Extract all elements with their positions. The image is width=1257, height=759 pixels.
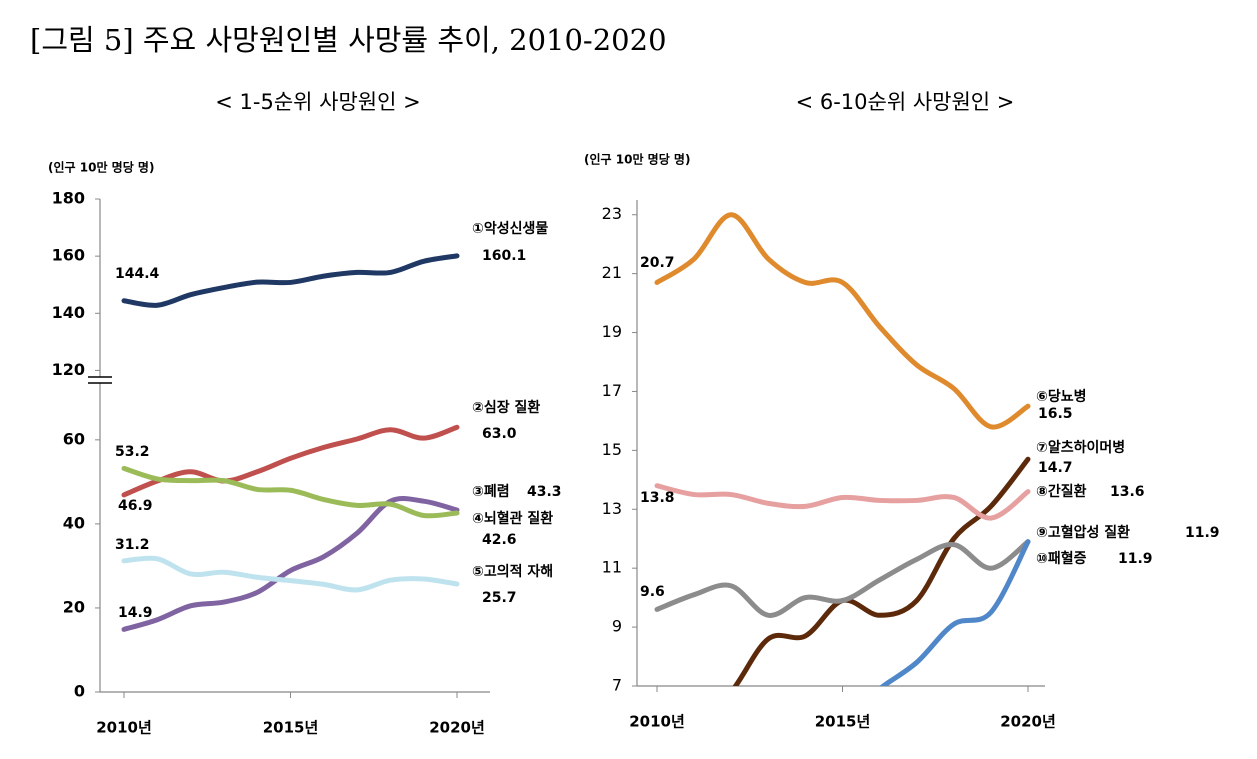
y-tick-label: 120 (52, 360, 85, 379)
data-label: 20.7 (640, 255, 675, 271)
x-tick-label: 2020년 (429, 719, 485, 737)
page-title: [그림 5] 주요 사망원인별 사망률 추이, 2010-2020 (30, 23, 667, 57)
plot-area (654, 212, 1031, 686)
series-label: ②심장 질환 (472, 399, 540, 416)
series-label: ⑨고혈압성 질환 (1036, 524, 1130, 541)
chart-subtitle: < 1-5순위 사망원인 > (215, 90, 420, 114)
series-label: ⑧간질환 (1036, 483, 1087, 500)
data-label: 13.6 (1110, 484, 1145, 500)
y-tick-label: 21 (602, 263, 622, 282)
y-tick-label: 13 (602, 499, 622, 518)
axis-break (88, 377, 112, 383)
series-label: ①악성신생물 (472, 220, 548, 237)
data-label: 31.2 (115, 537, 150, 553)
x-tick-label: 2015년 (815, 713, 871, 731)
data-label: 14.9 (118, 605, 153, 621)
y-tick-label: 19 (602, 322, 622, 341)
y-tick-label: 7 (612, 676, 622, 695)
data-label: 63.0 (482, 426, 517, 442)
series-label: ③폐렴 (472, 484, 510, 500)
y-tick-label: 0 (74, 682, 85, 701)
y-tick-label: 20 (63, 597, 85, 616)
data-label: 43.3 (527, 484, 562, 500)
x-tick-label: 2020년 (1000, 713, 1056, 731)
data-label: 11.9 (1118, 551, 1153, 567)
series-label: ⑦알츠하이머병 (1036, 439, 1125, 456)
data-label: 11.9 (1185, 525, 1220, 541)
y-tick-label: 160 (52, 246, 85, 265)
line-series (654, 212, 1031, 430)
y-tick-label: 15 (602, 440, 622, 459)
line-series (654, 483, 1031, 521)
plot-area (121, 253, 460, 632)
line-series (121, 465, 460, 519)
series-label: ⑥당뇨병 (1036, 388, 1087, 405)
series-label: ⑩패혈증 (1036, 550, 1087, 567)
data-label: 144.4 (115, 266, 160, 282)
line-series (121, 253, 460, 308)
series-label: ⑤고의적 자해 (472, 563, 553, 580)
data-label: 16.5 (1038, 406, 1073, 422)
y-tick-label: 40 (63, 513, 85, 532)
y-axis-label: (인구 10만 명당 명) (48, 160, 154, 175)
y-tick-label: 23 (602, 204, 622, 223)
data-label: 14.7 (1038, 460, 1073, 476)
line-series (121, 555, 460, 593)
line-series (121, 424, 460, 498)
y-tick-label: 60 (63, 429, 85, 448)
y-tick-label: 140 (52, 303, 85, 322)
data-label: 13.8 (640, 490, 675, 506)
data-label: 53.2 (115, 444, 150, 460)
line-series (879, 539, 1031, 686)
y-axis-label: (인구 10만 명당 명) (584, 152, 690, 167)
x-tick-label: 2010년 (629, 713, 685, 731)
line-series (121, 495, 460, 632)
data-label: 9.6 (640, 584, 665, 600)
x-tick-label: 2015년 (263, 719, 319, 737)
x-tick-label: 2010년 (96, 719, 152, 737)
y-tick-label: 11 (602, 558, 622, 577)
data-label: 160.1 (482, 248, 526, 264)
y-tick-label: 17 (602, 381, 622, 400)
data-label: 46.9 (118, 498, 153, 514)
data-label: 25.7 (482, 590, 517, 606)
y-tick-label: 9 (612, 617, 622, 636)
line-series (654, 539, 1031, 618)
y-tick-label: 180 (52, 189, 85, 208)
series-label: ④뇌혈관 질환 (472, 510, 553, 527)
data-label: 42.6 (482, 532, 517, 548)
chart-subtitle: < 6-10순위 사망원인 > (796, 90, 1015, 114)
